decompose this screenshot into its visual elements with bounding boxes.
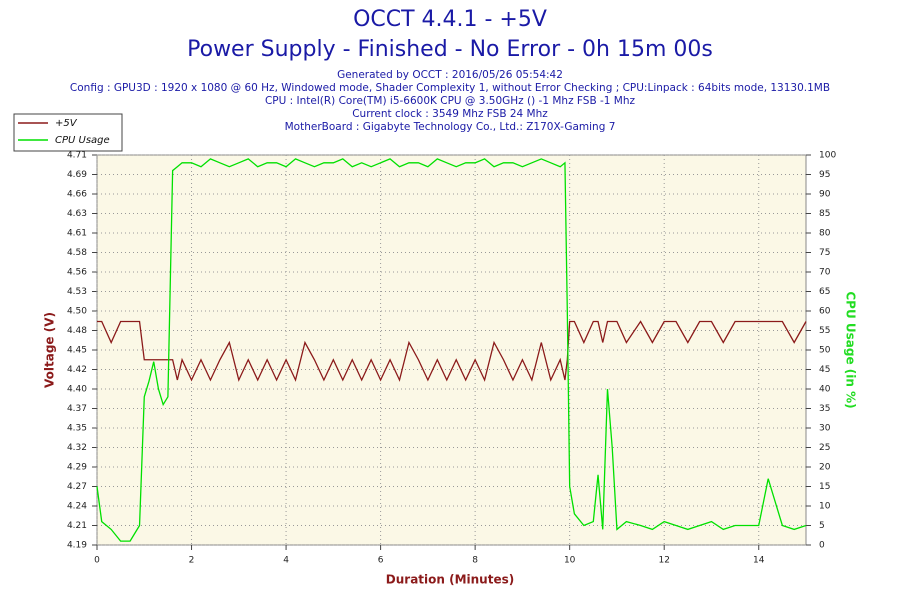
y2-tick-label: 100 [819, 151, 836, 161]
x-tick-label: 8 [472, 556, 478, 566]
y2-tick-label: 95 [819, 170, 830, 180]
y2-tick-label: 35 [819, 404, 830, 414]
y2-tick-label: 0 [819, 541, 825, 551]
series-line [97, 320, 807, 382]
y2-tick-label: 45 [819, 365, 830, 375]
y-tick-label: 4.29 [67, 463, 87, 473]
y-tick-label: 4.42 [67, 365, 87, 375]
x-tick-label: 0 [94, 556, 100, 566]
x-tick-label: 10 [564, 556, 576, 566]
series-line [96, 158, 807, 542]
y-tick-label: 4.45 [67, 346, 87, 356]
y2-tick-label: 55 [819, 326, 830, 336]
y-axis-label: Voltage (V) [43, 312, 57, 388]
y-tick-label: 4.56 [67, 268, 87, 278]
y2-tick-label: 70 [819, 268, 831, 278]
notes: Generated by OCCT : 2016/05/26 05:54:42C… [70, 69, 830, 133]
y2-tick-label: 65 [819, 287, 830, 297]
x-tick-label: 14 [753, 556, 765, 566]
y2-tick-label: 50 [819, 346, 831, 356]
y-tick-label: 4.61 [67, 229, 87, 239]
y-tick-label: 4.40 [67, 385, 87, 395]
y2-tick-label: 90 [819, 190, 831, 200]
x-axis-label: Duration (Minutes) [386, 573, 514, 587]
y-tick-label: 4.69 [67, 170, 87, 180]
y-tick-label: 4.58 [67, 248, 87, 258]
plot-area [96, 154, 807, 546]
x-tick-label: 12 [658, 556, 669, 566]
y2-tick-label: 30 [819, 424, 831, 434]
y2-tick-label: 10 [819, 502, 831, 512]
y-tick-label: 4.35 [67, 424, 87, 434]
chart-title: OCCT 4.4.1 - +5V [353, 7, 547, 32]
info-line: CPU : Intel(R) Core(TM) i5-6600K CPU @ 3… [265, 95, 636, 107]
legend-label: CPU Usage [55, 135, 110, 146]
x-tick-label: 6 [378, 556, 384, 566]
y2-tick-label: 15 [819, 482, 830, 492]
y2-tick-label: 25 [819, 443, 830, 453]
info-line: Current clock : 3549 Mhz FSB 24 Mhz [352, 108, 548, 120]
info-line: Generated by OCCT : 2016/05/26 05:54:42 [337, 69, 563, 81]
y2-tick-label: 75 [819, 248, 830, 258]
y-tick-label: 4.63 [67, 209, 87, 219]
chart-subtitle: Power Supply - Finished - No Error - 0h … [187, 37, 713, 62]
x-tick-label: 2 [189, 556, 195, 566]
y-tick-label: 4.66 [67, 190, 87, 200]
y2-tick-label: 5 [819, 521, 825, 531]
y2-axis-label: CPU Usage (in %) [844, 291, 858, 408]
info-line: Config : GPU3D : 1920 x 1080 @ 60 Hz, Wi… [70, 82, 830, 94]
y-tick-label: 4.71 [67, 151, 87, 161]
y2-tick-label: 80 [819, 229, 831, 239]
y-tick-label: 4.21 [67, 521, 87, 531]
y2-tick-label: 85 [819, 209, 830, 219]
y-tick-label: 4.24 [67, 502, 87, 512]
y-tick-label: 4.37 [67, 404, 87, 414]
legend-label: +5V [55, 118, 78, 129]
y2-tick-label: 20 [819, 463, 831, 473]
legend-box [13, 113, 123, 152]
y-tick-label: 4.19 [67, 541, 87, 551]
y2-tick-label: 40 [819, 385, 831, 395]
x-tick-label: 4 [283, 556, 289, 566]
info-line: MotherBoard : Gigabyte Technology Co., L… [285, 121, 616, 133]
y-tick-label: 4.50 [67, 307, 87, 317]
y-tick-label: 4.27 [67, 482, 87, 492]
y-tick-label: 4.48 [67, 326, 87, 336]
y2-tick-label: 60 [819, 307, 831, 317]
y-tick-label: 4.32 [67, 443, 87, 453]
y-tick-label: 4.53 [67, 287, 87, 297]
